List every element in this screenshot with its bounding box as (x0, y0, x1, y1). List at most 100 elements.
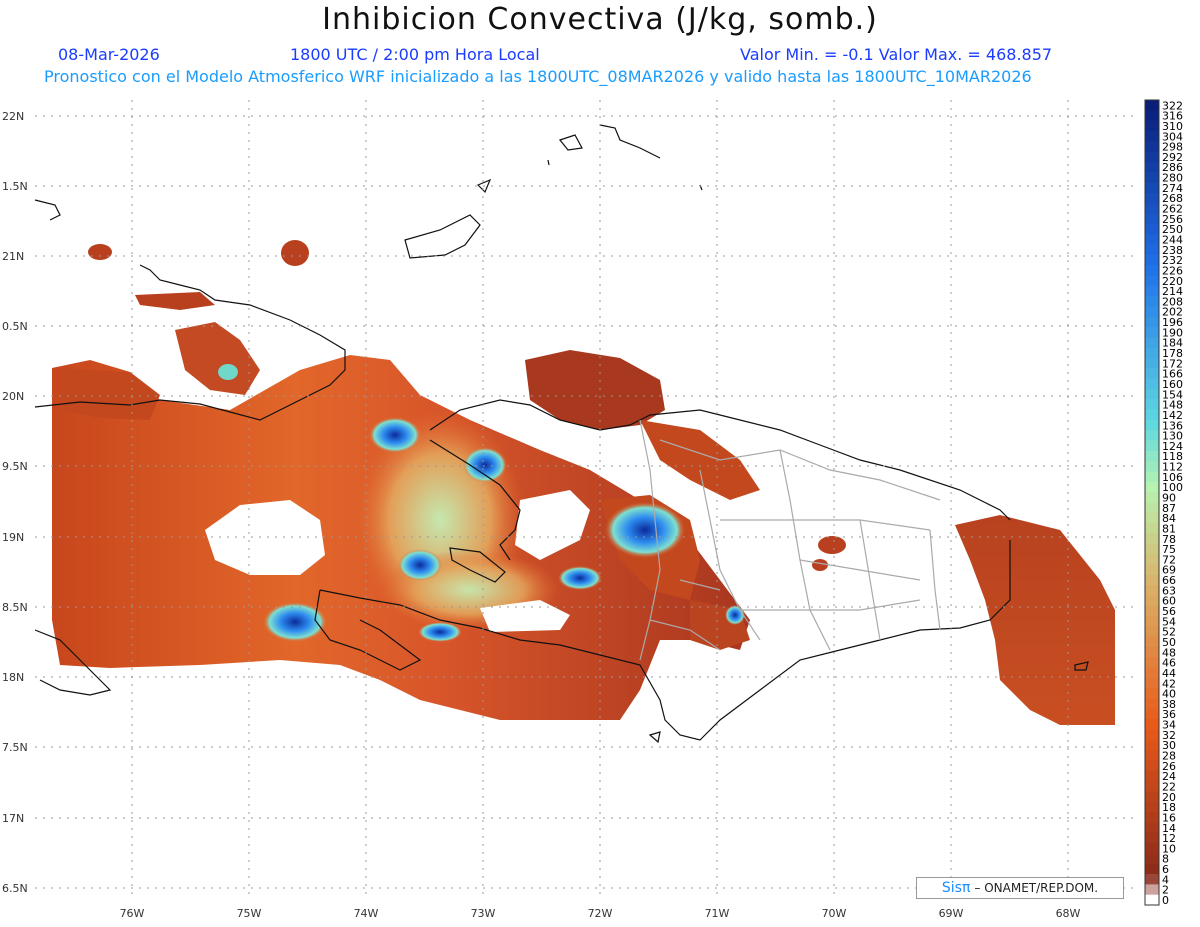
colorbar-swatch (1145, 461, 1159, 473)
colorbar-swatch (1145, 533, 1159, 545)
forecast-date: 08-Mar-2026 (58, 45, 160, 64)
colorbar-label: 136 (1162, 419, 1183, 432)
colorbar-swatch (1145, 863, 1159, 875)
lat-label: 17N (2, 812, 24, 825)
colorbar-swatch (1145, 130, 1159, 142)
colorbar-label: 69 (1162, 564, 1176, 577)
colorbar-swatch (1145, 471, 1159, 483)
colorbar-label: 60 (1162, 595, 1176, 608)
colorbar-label: 178 (1162, 347, 1183, 360)
colorbar-swatch (1145, 296, 1159, 307)
colorbar-swatch (1145, 161, 1159, 173)
colorbar-swatch (1145, 677, 1159, 689)
colorbar-label: 100 (1162, 481, 1183, 494)
colorbar-label: 304 (1162, 130, 1183, 143)
colorbar-label: 244 (1162, 233, 1183, 246)
lon-label: 71W (705, 907, 730, 920)
colorbar-swatch (1145, 481, 1159, 493)
colorbar-label: 142 (1162, 409, 1183, 422)
colorbar-swatch (1145, 812, 1159, 823)
colorbar-label: 12 (1162, 832, 1176, 845)
colorbar-swatch (1145, 265, 1159, 276)
colorbar-label: 90 (1162, 492, 1176, 505)
lat-label: 21N (2, 250, 24, 263)
colorbar-label: 30 (1162, 739, 1176, 752)
colorbar-swatch (1145, 646, 1159, 658)
lon-label: 75W (237, 907, 262, 920)
colorbar-label: 75 (1162, 543, 1176, 556)
colorbar-label: 190 (1162, 326, 1183, 339)
colorbar-label: 310 (1162, 120, 1183, 133)
colorbar-swatch (1145, 316, 1159, 328)
colorbar-swatch (1145, 327, 1159, 338)
colorbar-label: 78 (1162, 533, 1176, 546)
colorbar-swatch (1145, 853, 1159, 865)
colorbar-frame (1144, 99, 1160, 906)
colorbar-label: 87 (1162, 502, 1176, 515)
colorbar-label: 44 (1162, 667, 1176, 680)
colorbar-label: 2 (1162, 884, 1169, 897)
colorbar-label: 298 (1162, 141, 1183, 154)
colorbar-swatch (1145, 151, 1159, 163)
lon-label: 72W (588, 907, 613, 920)
colorbar-swatch (1145, 729, 1159, 741)
colorbar-swatch (1145, 502, 1159, 514)
colorbar-swatch (1145, 285, 1159, 297)
colorbar-label: 202 (1162, 306, 1183, 319)
colorbar-label: 268 (1162, 192, 1183, 205)
colorbar-label: 262 (1162, 203, 1183, 216)
colorbar-swatch (1145, 182, 1159, 194)
colorbar-label: 63 (1162, 584, 1176, 597)
colorbar-label: 124 (1162, 440, 1183, 453)
colorbar-swatch (1145, 306, 1159, 318)
lat-label: 8.5N (2, 601, 28, 614)
colorbar-label: 4 (1162, 873, 1169, 886)
colorbar-swatch (1145, 739, 1159, 751)
colorbar-label: 226 (1162, 264, 1183, 277)
colorbar-label: 6 (1162, 863, 1169, 876)
colorbar-swatch (1145, 843, 1159, 854)
colorbar-label: 40 (1162, 688, 1176, 701)
lat-label: 18N (2, 671, 24, 684)
colorbar-label: 256 (1162, 213, 1183, 226)
colorbar-swatch (1145, 636, 1159, 648)
colorbar-swatch (1145, 884, 1159, 896)
lon-label: 70W (822, 907, 847, 920)
colorbar-label: 220 (1162, 275, 1183, 288)
colorbar-swatch (1145, 822, 1159, 834)
colorbar-swatch (1145, 203, 1159, 215)
colorbar-swatch (1145, 605, 1159, 617)
colorbar-swatch (1145, 574, 1159, 586)
colorbar-label: 32 (1162, 729, 1176, 742)
colorbar-label: 280 (1162, 172, 1183, 185)
colorbar-swatch (1145, 781, 1159, 792)
colorbar-swatch (1145, 358, 1159, 369)
colorbar-label: 8 (1162, 853, 1169, 866)
colorbar-swatch (1145, 234, 1159, 245)
colorbar-swatch (1145, 172, 1159, 184)
colorbar-label: 66 (1162, 574, 1176, 587)
colorbar-swatch (1145, 750, 1159, 762)
colorbar-swatch (1145, 719, 1159, 731)
colorbar-swatch (1145, 110, 1159, 122)
lon-label: 69W (939, 907, 964, 920)
lat-label: 7.5N (2, 741, 28, 754)
colorbar-swatch (1145, 616, 1159, 627)
colorbar-swatch (1145, 192, 1159, 204)
colorbar: 3223163103042982922862802742682622562502… (1144, 99, 1183, 907)
colorbar-swatch (1145, 388, 1159, 400)
colorbar-swatch (1145, 523, 1159, 534)
colorbar-label: 322 (1162, 99, 1183, 112)
colorbar-label: 106 (1162, 471, 1183, 484)
colorbar-swatch (1145, 492, 1159, 503)
colorbar-swatch (1145, 213, 1159, 225)
colorbar-label: 166 (1162, 368, 1183, 381)
colorbar-swatch (1145, 554, 1159, 565)
lat-label: 1.5N (2, 180, 28, 193)
colorbar-swatch (1145, 430, 1159, 442)
colorbar-label: 292 (1162, 151, 1183, 164)
colorbar-swatch (1145, 564, 1159, 576)
province-borders (639, 419, 941, 661)
lat-label: 19N (2, 531, 24, 544)
